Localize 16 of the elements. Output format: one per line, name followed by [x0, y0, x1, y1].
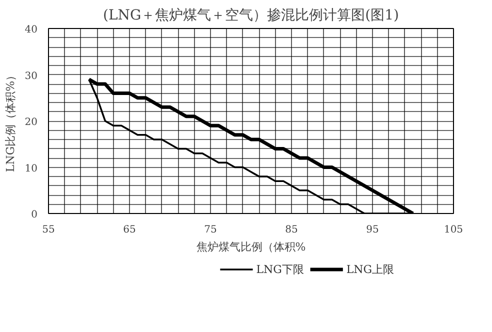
x-tick-label: 55 — [42, 224, 55, 236]
x-tick-label: 95 — [366, 224, 379, 236]
chart-title: (LNG＋焦炉煤气＋空气）掺混比例计算图(图1) — [102, 8, 400, 24]
x-tick-label: 85 — [285, 224, 298, 236]
x-tick-label: 75 — [204, 224, 217, 236]
y-tick-label: 40 — [24, 24, 38, 36]
x-tick-label: 65 — [123, 224, 136, 236]
y-tick-label: 30 — [24, 70, 38, 82]
legend-label: LNG上限 — [346, 263, 394, 276]
y-tick-label: 0 — [31, 210, 38, 220]
y-tick-label: 10 — [24, 163, 38, 174]
y-tick-label: 20 — [24, 117, 38, 128]
x-tick-label: 105 — [444, 224, 464, 236]
y-axis-title: LNG比例（体积%） — [4, 70, 17, 172]
legend-label: LNG下限 — [256, 263, 304, 276]
x-axis-title: 焦炉煤气比例（体积% — [196, 240, 306, 254]
